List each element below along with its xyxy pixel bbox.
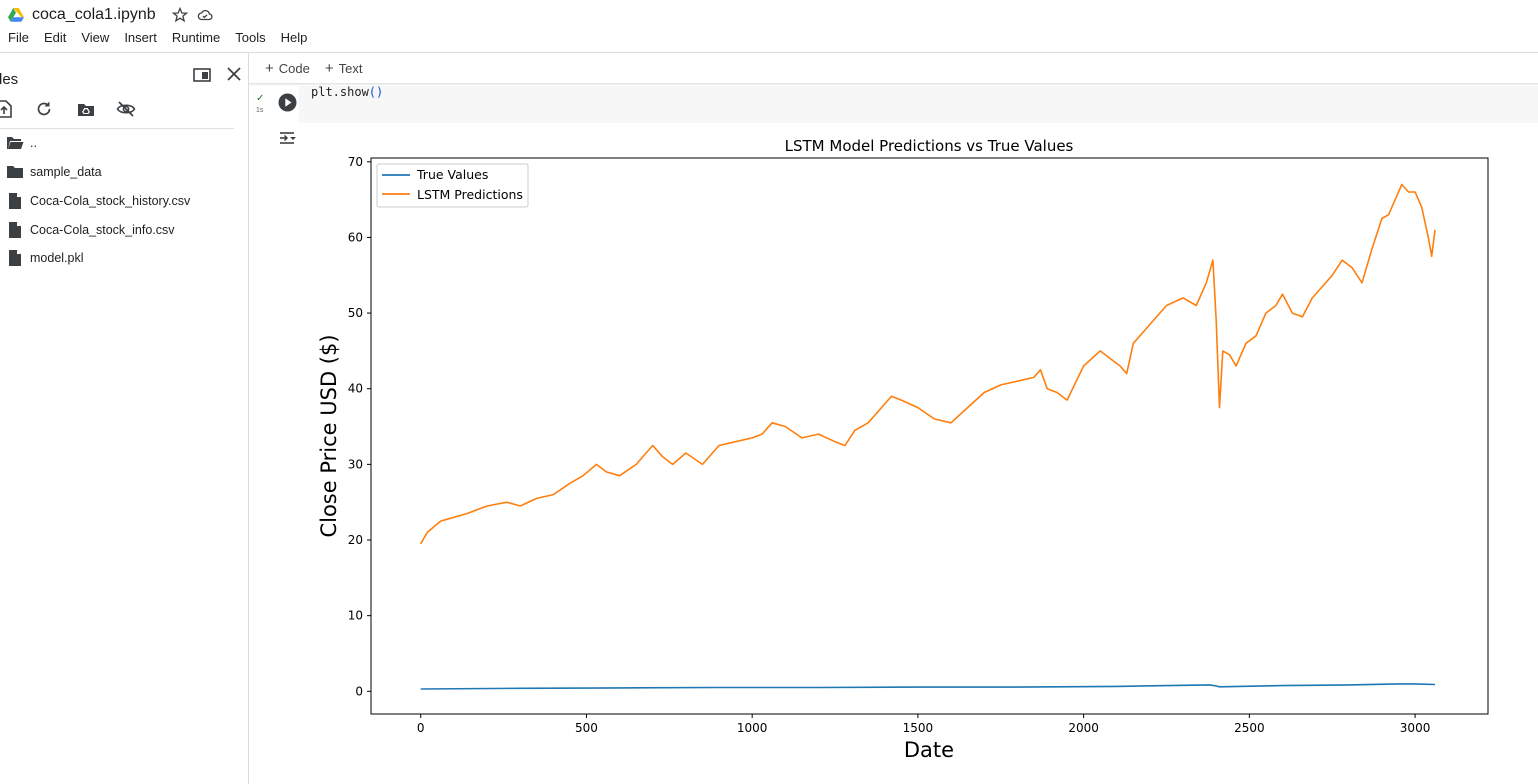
execution-success-icon: ✓ (256, 93, 265, 104)
sidebar-toolbar-divider (0, 128, 234, 129)
menu-bar: File Edit View Insert Runtime Tools Help (8, 30, 322, 45)
cell-toolbar: + Code + Text (249, 53, 1538, 83)
file-item-label: Coca-Cola_stock_history.csv (30, 194, 191, 208)
execution-time: 1s (256, 107, 264, 114)
y-tick-label: 0 (355, 684, 363, 698)
x-axis-label: Date (904, 738, 954, 762)
menu-edit[interactable]: Edit (43, 30, 67, 45)
y-tick-label: 50 (348, 306, 363, 320)
menu-file[interactable]: File (8, 30, 29, 45)
y-axis-ticks: 0 10 20 30 40 50 60 70 (348, 155, 371, 698)
code-line: plt.show() (311, 85, 383, 99)
file-icon (9, 193, 21, 209)
file-item-parent[interactable]: .. (6, 132, 37, 154)
file-item-label: sample_data (30, 165, 102, 179)
run-cell-icon[interactable] (278, 93, 297, 112)
file-item-label: Coca-Cola_stock_info.csv (30, 223, 175, 237)
cloud-saved-icon[interactable] (197, 7, 213, 23)
y-axis-label: Close Price USD ($) (317, 334, 341, 537)
y-tick-label: 60 (348, 230, 363, 244)
file-item-stock-info[interactable]: Coca-Cola_stock_info.csv (6, 219, 175, 241)
add-text-button[interactable]: + Text (325, 60, 363, 77)
code-parens: () (368, 85, 384, 99)
x-tick-label: 3000 (1400, 721, 1431, 735)
chart-title: LSTM Model Predictions vs True Values (785, 137, 1074, 155)
star-icon[interactable] (171, 7, 188, 23)
files-sidebar: les .. sample_data (0, 53, 248, 784)
y-tick-label: 40 (348, 382, 363, 396)
plot-area (370, 157, 1489, 715)
header-divider (0, 52, 1538, 53)
upload-icon[interactable] (0, 99, 14, 119)
output-actions-icon[interactable] (278, 129, 298, 147)
sidebar-divider (248, 53, 249, 784)
close-icon[interactable] (224, 64, 244, 84)
lstm-chart: LSTM Model Predictions vs True Values Da… (317, 137, 1489, 762)
google-drive-icon[interactable] (8, 8, 24, 22)
sidebar-title: les (0, 71, 19, 88)
menu-view[interactable]: View (81, 30, 110, 45)
file-item-model[interactable]: model.pkl (6, 247, 84, 269)
file-icon (9, 222, 21, 238)
chart-legend: True Values LSTM Predictions (376, 163, 529, 208)
file-item-label: model.pkl (30, 251, 84, 265)
x-axis-ticks: 0 500 1000 1500 2000 2500 3000 (417, 714, 1430, 735)
legend-box (376, 163, 529, 208)
y-tick-label: 20 (348, 533, 363, 547)
x-tick-label: 2000 (1068, 721, 1099, 735)
menu-insert[interactable]: Insert (124, 30, 157, 45)
y-tick-label: 10 (348, 609, 363, 623)
folder-open-icon (7, 137, 24, 149)
title-row: coca_cola1.ipynb (8, 4, 213, 26)
open-in-tab-icon[interactable] (192, 65, 212, 85)
menu-tools[interactable]: Tools (235, 30, 266, 45)
mount-drive-icon[interactable] (76, 99, 96, 119)
app-header: coca_cola1.ipynb File Edit View Insert R… (0, 0, 1538, 52)
x-tick-label: 0 (417, 721, 425, 735)
y-tick-label: 30 (348, 457, 363, 471)
x-tick-label: 2500 (1234, 721, 1265, 735)
refresh-icon[interactable] (34, 99, 54, 119)
y-tick-label: 70 (348, 155, 363, 169)
add-code-button[interactable]: + Code (265, 60, 310, 77)
toolbar-shadow (249, 83, 1538, 86)
notebook-title[interactable]: coca_cola1.ipynb (32, 6, 156, 23)
plus-icon: + (265, 59, 274, 77)
file-item-label: .. (30, 136, 37, 150)
menu-help[interactable]: Help (280, 30, 308, 45)
series-line-lstm-predictions (420, 183, 1436, 545)
legend-label-true-values: True Values (416, 167, 488, 182)
add-code-label: Code (278, 60, 310, 76)
file-item-sample-data[interactable]: sample_data (6, 161, 102, 183)
code-function: plt.show (311, 85, 369, 99)
folder-icon (7, 166, 23, 178)
add-text-label: Text (338, 60, 363, 76)
code-cell-editor[interactable]: plt.show() (299, 85, 1538, 123)
file-icon (9, 250, 21, 266)
x-tick-label: 1000 (737, 721, 768, 735)
legend-label-lstm-predictions: LSTM Predictions (417, 187, 523, 202)
menu-runtime[interactable]: Runtime (171, 30, 221, 45)
x-tick-label: 500 (575, 721, 598, 735)
hide-files-icon[interactable] (116, 99, 136, 119)
series-line-true-values (420, 683, 1436, 690)
plus-icon: + (324, 59, 334, 77)
series-lines (420, 183, 1436, 690)
file-item-stock-history[interactable]: Coca-Cola_stock_history.csv (6, 190, 190, 212)
x-tick-label: 1500 (903, 721, 934, 735)
